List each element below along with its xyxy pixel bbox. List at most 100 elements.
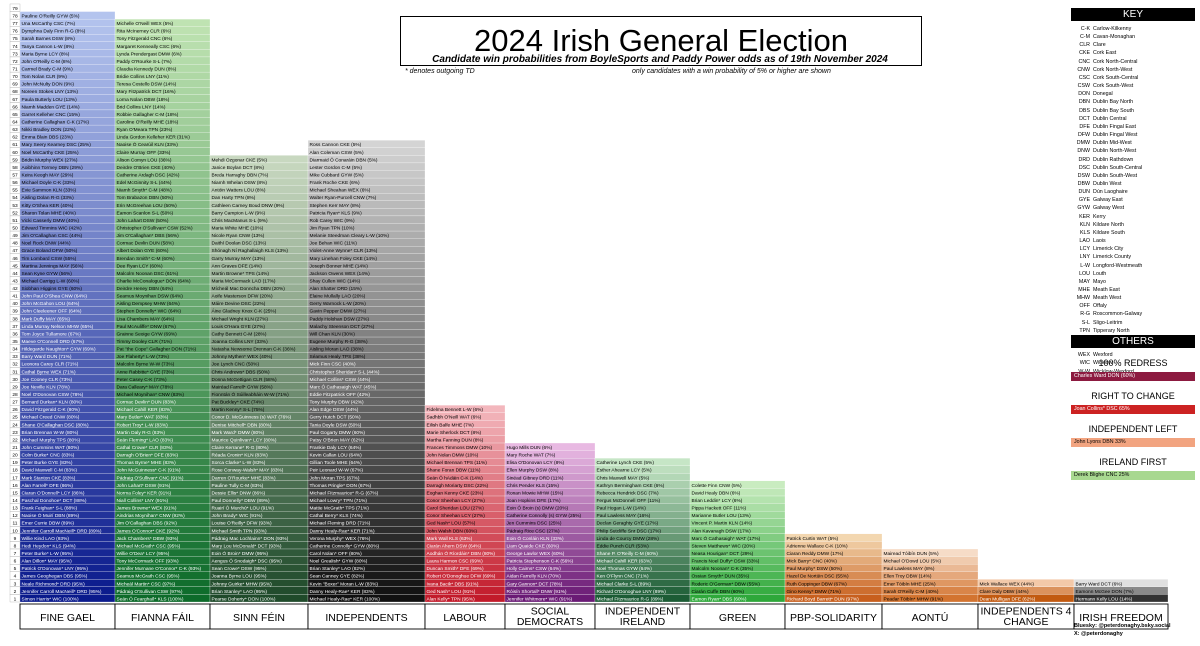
party-label-box xyxy=(114,603,211,630)
party-label-box xyxy=(504,603,596,630)
candidate-label: James Browne* WEX (91%) xyxy=(117,506,177,512)
candidate-label: Michael Brennan TPS (11%) xyxy=(427,460,488,466)
candidate-label: Linda Gordon Kelleher KER (31%) xyxy=(117,135,191,141)
candidate-label: Sarah O'Reilly C-M (40%) xyxy=(884,589,939,595)
candidate-label: Paul Hogan L-W (14%) xyxy=(597,506,647,512)
key-item: LOU Louth xyxy=(1073,270,1197,278)
candidate-label: Joan Hopkins DFE (17%) xyxy=(507,498,562,504)
key-name: Galway West xyxy=(1093,205,1125,212)
candidate-label: Michael Moynihan* CNW (83%) xyxy=(117,392,185,398)
candidate-label: Mairead Tóibín DUN (5%) xyxy=(884,551,939,557)
candidate-label: Fionntán Ó Súilleabháin W-W (71%) xyxy=(212,391,290,398)
row-number: 16 xyxy=(12,483,18,489)
candidate-label: Thomas Byrne* MHE (83%) xyxy=(117,460,177,466)
page-subtitle: Candidate win probabilities from BoyleSp… xyxy=(432,54,888,65)
candidate-label: Shane Foran DBW (11%) xyxy=(427,468,481,474)
candidate-label: Conor Sheehan LCY (27%) xyxy=(427,513,486,519)
candidate-label: Shay Cullen WIC (14%) xyxy=(310,278,361,284)
candidate-label: Eddie Punch CLR (53%) xyxy=(597,543,650,549)
candidate-label: Robert O'Donoghue DFW (69%) xyxy=(427,574,496,580)
party-label: SOCIAL xyxy=(531,606,570,618)
row-number: 6 xyxy=(14,559,17,565)
candidate-label: Esther Ahearne LCY (5%) xyxy=(597,468,653,474)
candidate-label: Mary Fitzpatrick DCT (16%) xyxy=(117,89,176,95)
candidate-label: Micheál Martin* CSC (97%) xyxy=(117,581,176,587)
candidate-label: Michael Clarke S-L (89%) xyxy=(597,581,652,587)
candidate-label: Pat Buckley* CKE (74%) xyxy=(212,400,265,406)
party-label-box xyxy=(307,603,426,630)
candidate-label: Martin Daly R-G (83%) xyxy=(117,430,166,436)
key-item: KLN Kildare North xyxy=(1073,221,1197,229)
candidate-label: Steven Matthews* WIC (20%) xyxy=(692,543,756,549)
key-item: DBN Dublin Bay North xyxy=(1073,98,1197,106)
candidate-label: Malachy Steenson DCT (27%) xyxy=(310,324,375,330)
candidate-label: John Walsh DBN (60%) xyxy=(427,528,478,534)
others-group-label: INDEPENDENT LEFT xyxy=(1088,424,1178,434)
candidate-label: Paddy O'Rourke S-L (7%) xyxy=(117,59,173,65)
candidate-label: Jim O'Callaghan DBS (92%) xyxy=(117,521,178,527)
key-name: Dún Laoghaire xyxy=(1093,189,1128,196)
key-code: DON xyxy=(1078,91,1090,98)
row-number: 58 xyxy=(12,165,18,171)
candidate-label: Shane O'Callaghan DSC (80%) xyxy=(22,422,89,428)
candidate-label: Nicole Ryan CNW (13%) xyxy=(212,233,265,239)
candidate-label: Elaine Mullally LAO (20%) xyxy=(310,294,366,300)
candidate-label: Aoibhinn Tormey DBN (29%) xyxy=(22,165,84,171)
key-item: MHE Meath East xyxy=(1073,286,1197,294)
row-number: 62 xyxy=(12,135,18,141)
row-number: 72 xyxy=(12,59,18,65)
key-code: KLS xyxy=(1079,229,1090,236)
candidate-label: Ann Graves DFE (14%) xyxy=(212,263,263,269)
candidate-label: Jennifer Carroll MacNeill* DRD (95%) xyxy=(22,589,102,595)
row-number: 65 xyxy=(12,112,18,118)
row-number: 11 xyxy=(13,521,18,527)
candidate-label: Seán Ó Fearghaíl* KLS (100%) xyxy=(117,595,184,602)
key-name: Cork North-West xyxy=(1093,66,1133,73)
candidate-label: Michael Cahill KER (83%) xyxy=(117,407,173,413)
candidate-label: Noreen Stokes LNY (13%) xyxy=(22,89,79,95)
key-item: DRD Dublin Rathdown xyxy=(1073,156,1197,164)
candidate-label: Michael Carrigg L-W (60%) xyxy=(22,278,80,284)
candidate-label: Dara Calleary* MAY (78%) xyxy=(117,384,174,390)
candidate-label: Ivana Bacik* DBS (91%) xyxy=(427,581,479,587)
candidate-label: Patricia Stephenson C-K (56%) xyxy=(507,559,574,565)
row-number: 59 xyxy=(12,157,18,163)
candidate-label: Alan Shatter DRD (15%) xyxy=(310,286,363,292)
row-number: 64 xyxy=(12,119,18,125)
candidate-label: Dymphna Daly Finn R-G (8%) xyxy=(22,29,86,35)
others-group-entry: Joan Collins* DSC 65% xyxy=(1071,405,1195,414)
key-code: W-W xyxy=(1073,368,1093,376)
candidate-label: Paul Donnelly* DBW (89%) xyxy=(212,498,271,504)
candidate-label: Pauline O'Reilly GYW (5%) xyxy=(22,14,80,20)
candidate-label: Willie Kind LAO (93%) xyxy=(22,536,70,542)
key-name: Dublin South-Central xyxy=(1093,164,1143,171)
candidate-label: Ged Nash* LOU (91%) xyxy=(427,589,476,595)
party-label: IRELAND xyxy=(620,616,666,628)
row-number: 33 xyxy=(12,354,18,360)
candidate-label: Cathal Byrne WEX (71%) xyxy=(22,369,77,375)
candidate-label: Violet-Anne Wynne* CLR (13%) xyxy=(310,248,378,254)
key-item: CKE Cork East xyxy=(1073,49,1197,57)
candidate-label: Jennifer Murnane O'Connor* C-K (93%) xyxy=(117,566,202,572)
party-label: IRISH FREEDOM xyxy=(1079,612,1162,624)
key-name: Wicklow-Wexford xyxy=(1093,369,1134,375)
candidate-label: Jackson Owens WEX (14%) xyxy=(310,271,371,277)
candidate-label: Eoin Ó Conláin KLN (33%) xyxy=(507,535,564,542)
candidate-label: Seán Fleming* LAO (83%) xyxy=(117,437,174,443)
candidate-label: Seamus Moynihan DSW (64%) xyxy=(117,294,184,300)
candidate-label: Alan Kavanagh DSW (17%) xyxy=(692,528,752,534)
candidate-label: Kevin Callan LOU (64%) xyxy=(310,453,363,459)
others-group-entry: Charles Ward DON (60%) xyxy=(1071,372,1195,381)
x-credit: X: @peterdonaghy xyxy=(1074,631,1123,637)
row-number: 8 xyxy=(14,543,17,549)
candidate-label: Paul Lawless MAY (16%) xyxy=(597,513,651,519)
candidate-label: Antóin Watters LOU (8%) xyxy=(212,188,266,194)
key-name: Roscommon-Galway xyxy=(1093,311,1143,318)
row-number: 49 xyxy=(12,233,18,239)
candidate-label: John O'Reilly C-M (8%) xyxy=(22,59,72,65)
row-number: 15 xyxy=(12,490,18,496)
key-name: Longford-Westmeath xyxy=(1093,262,1143,269)
key-item: DCT Dublin Central xyxy=(1073,115,1197,123)
candidate-label: Michael McGrath* CSC (95%) xyxy=(117,543,181,549)
